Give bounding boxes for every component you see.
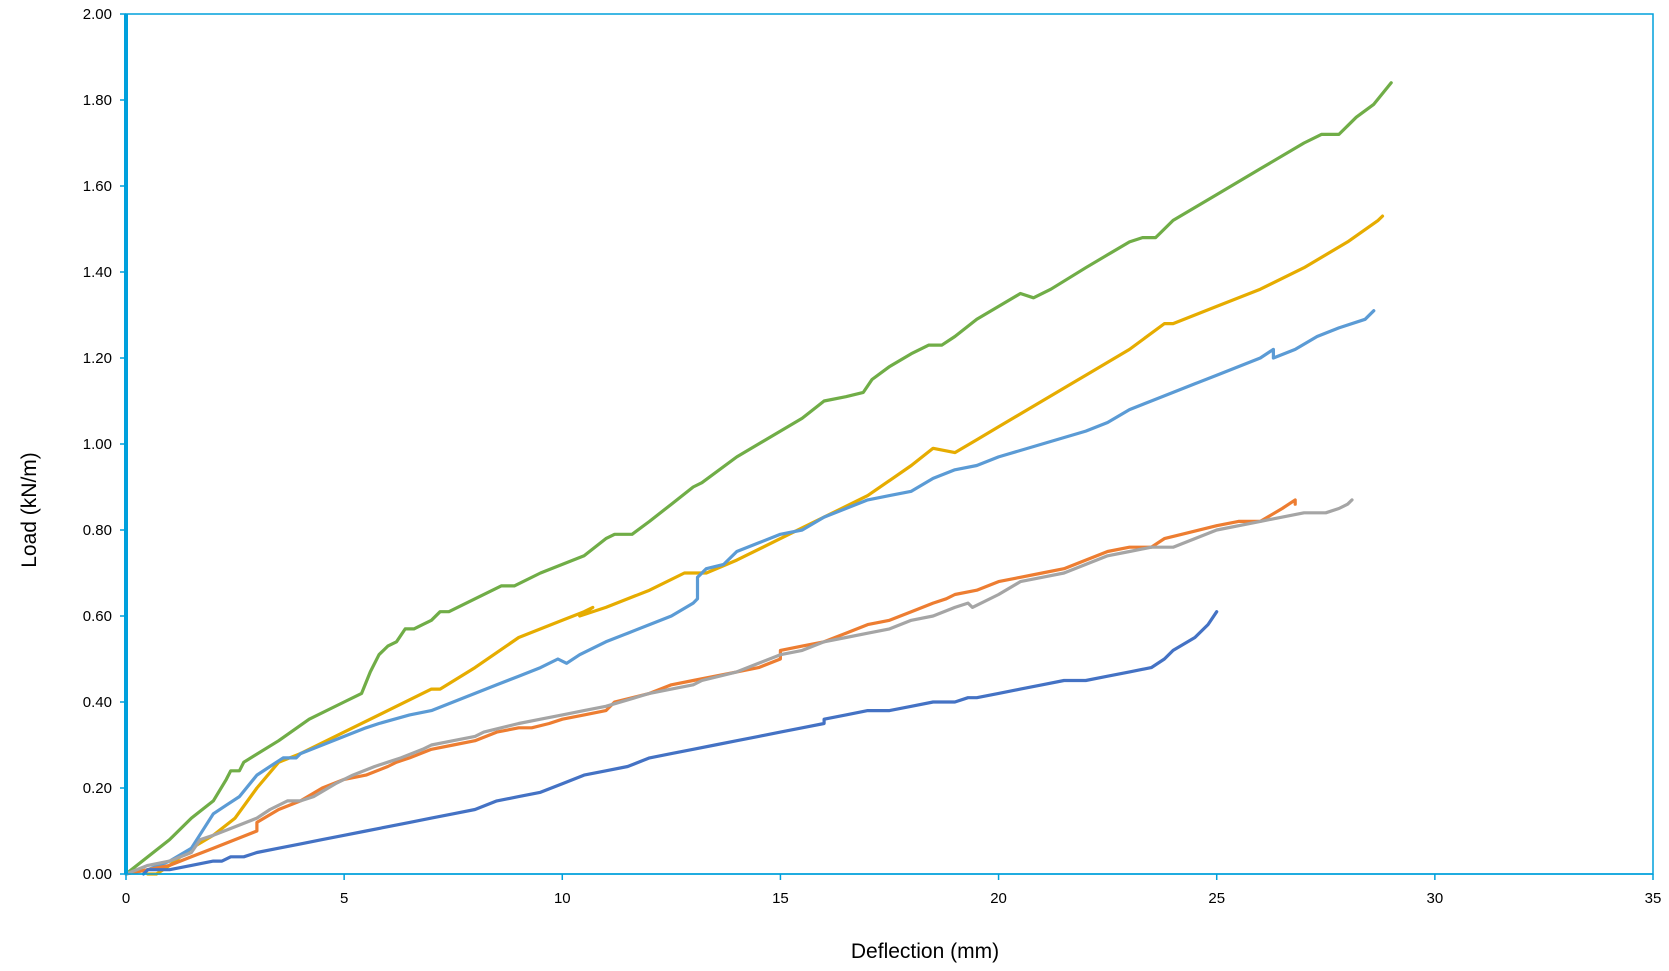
x-tick-label: 15 xyxy=(772,890,789,907)
x-tick-label: 35 xyxy=(1645,890,1662,907)
x-tick-label: 20 xyxy=(990,890,1007,907)
x-tick-label: 0 xyxy=(122,890,130,907)
y-tick-label: 1.80 xyxy=(83,92,112,109)
axes-layer xyxy=(120,13,1654,880)
series-line-1 xyxy=(124,81,1393,876)
series-layer xyxy=(124,81,1393,876)
series-line-3 xyxy=(124,309,1376,876)
x-tick-label: 25 xyxy=(1208,890,1225,907)
y-tick-label: 2.00 xyxy=(83,6,112,23)
y-tick-label: 0.80 xyxy=(83,522,112,539)
x-tick-label: 10 xyxy=(554,890,571,907)
y-tick-label: 1.00 xyxy=(83,436,112,453)
y-tick-label: 0.60 xyxy=(83,608,112,625)
x-axis-title: Deflection (mm) xyxy=(851,940,999,963)
y-tick-label: 1.20 xyxy=(83,350,112,367)
x-tick-label: 30 xyxy=(1427,890,1444,907)
y-tick-label: 0.40 xyxy=(83,694,112,711)
tick-labels: 0.00 0.20 0.40 0.60 0.80 1.00 1.20 1.40 1.60 1.80… xyxy=(83,6,1662,907)
y-tick-label: 1.40 xyxy=(83,264,112,281)
plot-area-border xyxy=(125,13,1654,875)
series-line-5 xyxy=(124,498,1354,876)
series-line-4 xyxy=(124,498,1297,876)
y-tick-label: 0.20 xyxy=(83,780,112,797)
y-tick-label: 0.00 xyxy=(83,866,112,883)
series-line-2 xyxy=(146,214,1385,876)
y-tick-label: 1.60 xyxy=(83,178,112,195)
y-axis-title: Load (kN/m) xyxy=(18,452,41,568)
x-tick-label: 5 xyxy=(340,890,348,907)
series-line-6 xyxy=(141,610,1219,876)
